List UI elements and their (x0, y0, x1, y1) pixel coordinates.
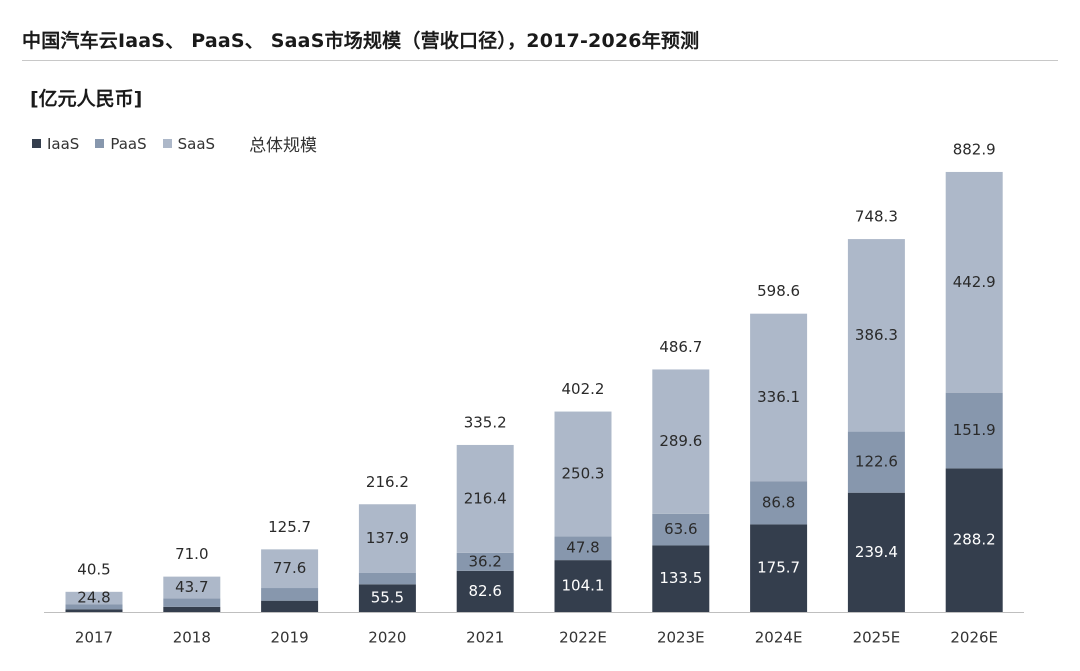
bar-paas-2019 (261, 588, 319, 601)
total-label-2025e: 748.3 (855, 208, 898, 226)
legend-item-iaas: IaaS (32, 135, 79, 153)
page-title: 中国汽车云IaaS、 PaaS、 SaaS市场规模（营收口径），2017-202… (22, 30, 700, 52)
total-label-2019: 125.7 (268, 518, 311, 536)
bar-paas-2023e (652, 513, 710, 546)
bar-saas-2024e (750, 313, 808, 482)
x-tick-label-2020: 2020 (368, 629, 406, 647)
data-label-saas-2018: 43.7 (175, 578, 208, 596)
total-label-2017: 40.5 (77, 560, 110, 578)
bar-iaas-2023e (652, 545, 710, 612)
bar-saas-2025e (847, 239, 905, 432)
bar-saas-2022e (554, 411, 612, 537)
x-tick-label-2026e: 2026E (950, 629, 998, 647)
data-label-paas-2026e: 151.9 (953, 421, 996, 439)
legend-label-saas: SaaS (177, 134, 216, 153)
bar-paas-2017 (65, 604, 123, 610)
bar-iaas-2019 (261, 600, 319, 612)
legend-label-iaas: IaaS (47, 134, 80, 153)
bar-paas-2020 (358, 572, 416, 585)
legend-item-paas: PaaS (95, 134, 147, 153)
total-label-2026e: 882.9 (953, 140, 996, 158)
x-tick-label-2025e: 2025E (853, 629, 901, 647)
bar-iaas-2020 (358, 584, 416, 612)
data-label-saas-2024e: 336.1 (757, 388, 800, 406)
total-label-2022e: 402.2 (562, 380, 605, 398)
data-label-paas-2024e: 86.8 (762, 493, 795, 511)
x-tick-label-2017: 2017 (75, 629, 113, 647)
bar-paas-2026e (945, 392, 1003, 469)
data-label-paas-2021: 36.2 (468, 552, 501, 570)
total-label-2020: 216.2 (366, 473, 409, 491)
data-label-iaas-2023e: 133.5 (659, 569, 702, 587)
bar-saas-2020 (358, 504, 416, 573)
bar-saas-2018 (163, 576, 221, 599)
bar-paas-2022e (554, 536, 612, 561)
bar-iaas-2026e (945, 468, 1003, 612)
bar-iaas-2024e (750, 524, 808, 612)
data-label-saas-2021: 216.4 (464, 489, 507, 507)
bar-iaas-2025e (847, 492, 905, 612)
x-tick-label-2022e: 2022E (559, 629, 607, 647)
bar-saas-2017 (65, 591, 123, 605)
x-tick-label-2019: 2019 (271, 629, 309, 647)
bar-paas-2024e (750, 481, 808, 525)
data-label-paas-2022e: 47.8 (566, 539, 599, 557)
bar-saas-2021 (456, 444, 514, 553)
data-label-saas-2025e: 386.3 (855, 326, 898, 344)
bar-paas-2018 (163, 598, 221, 607)
data-label-iaas-2025e: 239.4 (855, 543, 898, 561)
data-label-saas-2023e: 289.6 (659, 432, 702, 450)
data-label-iaas-2024e: 175.7 (757, 559, 800, 577)
bar-iaas-2017 (65, 609, 123, 612)
total-label-2023e: 486.7 (659, 338, 702, 356)
total-label-2021: 335.2 (464, 413, 507, 431)
bar-iaas-2021 (456, 570, 514, 612)
bar-saas-2023e (652, 369, 710, 514)
data-label-saas-2017: 24.8 (77, 588, 110, 606)
data-label-paas-2023e: 63.6 (664, 520, 697, 538)
total-label-2018: 71.0 (175, 545, 208, 563)
legend-swatch-saas (162, 139, 172, 148)
total-label-2024e: 598.6 (757, 282, 800, 300)
data-label-saas-2020: 137.9 (366, 529, 409, 547)
bar-saas-2026e (945, 171, 1003, 393)
legend-swatch-paas (95, 139, 105, 148)
x-tick-label-2021: 2021 (466, 629, 504, 647)
x-tick-label-2018: 2018 (173, 629, 211, 647)
x-tick-label-2023e: 2023E (657, 629, 705, 647)
bar-paas-2021 (456, 552, 514, 571)
bar-saas-2019 (261, 549, 319, 589)
x-tick-label-2024e: 2024E (755, 629, 803, 647)
data-label-iaas-2020: 55.5 (371, 589, 404, 607)
data-label-saas-2026e: 442.9 (953, 273, 996, 291)
data-label-iaas-2021: 82.6 (468, 582, 501, 600)
legend-swatch-iaas (32, 139, 41, 148)
bar-iaas-2022e (554, 560, 612, 612)
bar-paas-2025e (847, 431, 905, 493)
legend-label-paas: PaaS (110, 134, 147, 153)
legend-total-label: 总体规模 (249, 136, 318, 156)
legend-item-saas: SaaS (162, 134, 216, 153)
data-label-paas-2025e: 122.6 (855, 453, 898, 471)
data-label-saas-2022e: 250.3 (562, 464, 605, 482)
bar-iaas-2018 (163, 606, 221, 612)
chart-legend: IaaS PaaS SaaS 总体规模 (32, 131, 317, 156)
data-label-iaas-2026e: 288.2 (953, 531, 996, 549)
data-label-saas-2019: 77.6 (273, 559, 306, 577)
data-label-iaas-2022e: 104.1 (562, 577, 605, 595)
unit-label: [亿元人民币] (30, 88, 143, 110)
title-divider (22, 60, 1058, 61)
